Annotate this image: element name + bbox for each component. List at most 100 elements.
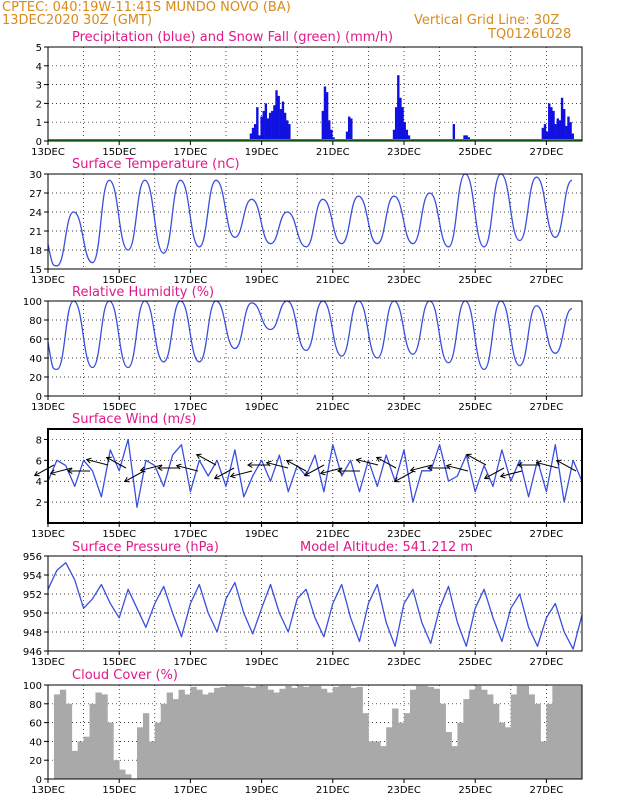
pressure-xtick-label: 23DEC: [387, 657, 421, 668]
precip-xtick-label: 21DEC: [316, 147, 350, 158]
humidity-panel: 0 20 40 60 80 100 13DEC 15DEC 17DEC 19DEC 21DEC 23D…: [23, 285, 583, 413]
cloud-cloud-bar: [392, 708, 399, 779]
precip-bar: [279, 109, 283, 141]
cloud-cloud-bar: [510, 694, 518, 779]
pressure-xtick-label: 19DEC: [245, 657, 279, 668]
wind-xtick-label: 23DEC: [387, 529, 421, 540]
cloud-cloud-bar: [522, 685, 529, 779]
cloud-cloud-bar: [498, 722, 506, 779]
precip-bar: [397, 75, 400, 141]
cloud-cloud-bar: [208, 692, 215, 779]
wind-arrowhead: [465, 453, 472, 460]
wind-arrow: [286, 460, 307, 472]
cloud-cloud-bar: [59, 689, 67, 779]
wind-arrow: [500, 470, 523, 477]
wind-arrowhead: [535, 460, 542, 467]
wind-xtick-label: 27DEC: [530, 529, 564, 540]
precip-frame: [47, 46, 583, 142]
cloud-xtick-label: 19DEC: [245, 785, 279, 796]
wind-arrowhead: [427, 464, 433, 472]
cloud-cloud-bar: [261, 685, 268, 779]
cloud-cloud-bar: [540, 741, 547, 779]
precip-ytick-label: 5: [36, 43, 42, 54]
cloud-cloud-bar: [142, 713, 150, 779]
precip-bar: [266, 118, 270, 141]
cloud-cloud-bar: [409, 689, 417, 779]
wind-arrowhead: [483, 473, 490, 480]
wind-line: [47, 438, 583, 508]
cloud-cloud-bar: [101, 694, 108, 779]
humidity-frame: [47, 300, 583, 397]
wind-arrowhead: [67, 467, 73, 475]
wind-arrowhead: [33, 470, 40, 477]
cloud-cloud-bar: [53, 694, 61, 779]
pressure-xtick-label: 25DEC: [458, 657, 492, 668]
cloud-cloud-bar: [534, 703, 541, 779]
precip-bar: [452, 124, 456, 141]
pressure-ytick-label: 954: [23, 571, 42, 582]
cloud-xtick-label: 15DEC: [102, 785, 136, 796]
cloud-xtick-label: 13DEC: [31, 785, 65, 796]
cloud-title: Cloud Cover (%): [72, 668, 178, 683]
precip-bar: [567, 116, 570, 141]
precip-bar: [288, 124, 291, 141]
pressure-line: [47, 562, 583, 650]
pressure-panel: 946 948 950 952 954 956 13DEC 15DEC 17DEC 19DEC 21…: [23, 540, 583, 668]
wind-arrow: [124, 470, 145, 482]
pressure-xtick-label: 15DEC: [102, 657, 136, 668]
temp-ytick-label: 18: [29, 246, 42, 257]
humidity-ytick-label: 40: [29, 354, 42, 365]
wind-arrowhead: [213, 473, 220, 480]
precip-bar: [260, 116, 263, 141]
wind-arrowhead: [195, 453, 202, 460]
pressure-ytick-label: 946: [23, 647, 42, 658]
precip-bar: [407, 135, 411, 141]
humidity-xtick-label: 15DEC: [102, 402, 136, 413]
pressure-frame: [47, 555, 583, 652]
wind-arrow: [410, 464, 433, 471]
precip-bar: [330, 129, 333, 141]
wind-arrow: [536, 462, 559, 469]
cloud-cloud-bar: [202, 694, 209, 779]
precip-bar: [463, 135, 466, 141]
pressure-title: Surface Pressure (hPa): [72, 540, 219, 555]
humidity-xtick-label: 27DEC: [530, 402, 564, 413]
cloud-cloud-bar: [184, 694, 191, 779]
precip-bar: [401, 107, 404, 141]
temp-xtick-label: 25DEC: [458, 275, 492, 286]
precip-bar: [275, 90, 278, 141]
temp-ytick-label: 24: [29, 208, 42, 219]
cloud-xtick-label: 17DEC: [174, 785, 208, 796]
cloud-cloud-bar: [220, 686, 227, 779]
cloud-cloud-bar: [558, 685, 565, 779]
cloud-xtick-label: 25DEC: [458, 785, 492, 796]
cloud-cloud-bar: [119, 769, 126, 779]
cloud-cloud-bar: [546, 703, 553, 779]
precip-bar: [277, 95, 280, 141]
temp-ytick-label: 15: [29, 265, 42, 276]
wind-arrowhead: [247, 461, 253, 469]
cloud-cloud-bar: [326, 692, 334, 779]
cloud-cloud-bar: [172, 699, 179, 779]
wind-arrowhead: [229, 472, 236, 479]
precip-bar: [325, 92, 329, 141]
cloud-cloud-bar: [249, 687, 257, 779]
wind-arrowhead: [285, 459, 292, 466]
temp-xtick-label: 23DEC: [387, 275, 421, 286]
precip-ytick-label: 2: [36, 99, 42, 110]
wind-xtick-label: 17DEC: [174, 529, 208, 540]
cloud-cloud-bar: [451, 746, 458, 779]
precip-bar: [541, 127, 545, 141]
precip-bar: [328, 120, 331, 141]
precip-bar: [560, 97, 564, 141]
precip-bar: [563, 109, 566, 141]
pressure-xtick-label: 13DEC: [31, 657, 65, 668]
pressure-ytick-label: 952: [23, 590, 42, 601]
precip-xtick-label: 27DEC: [530, 147, 564, 158]
wind-arrowhead: [265, 460, 272, 467]
cloud-cloud-bar: [481, 689, 488, 779]
humidity-ytick-label: 80: [29, 316, 42, 327]
cloud-cloud-bar: [344, 685, 351, 779]
wind-xtick-label: 19DEC: [245, 529, 279, 540]
